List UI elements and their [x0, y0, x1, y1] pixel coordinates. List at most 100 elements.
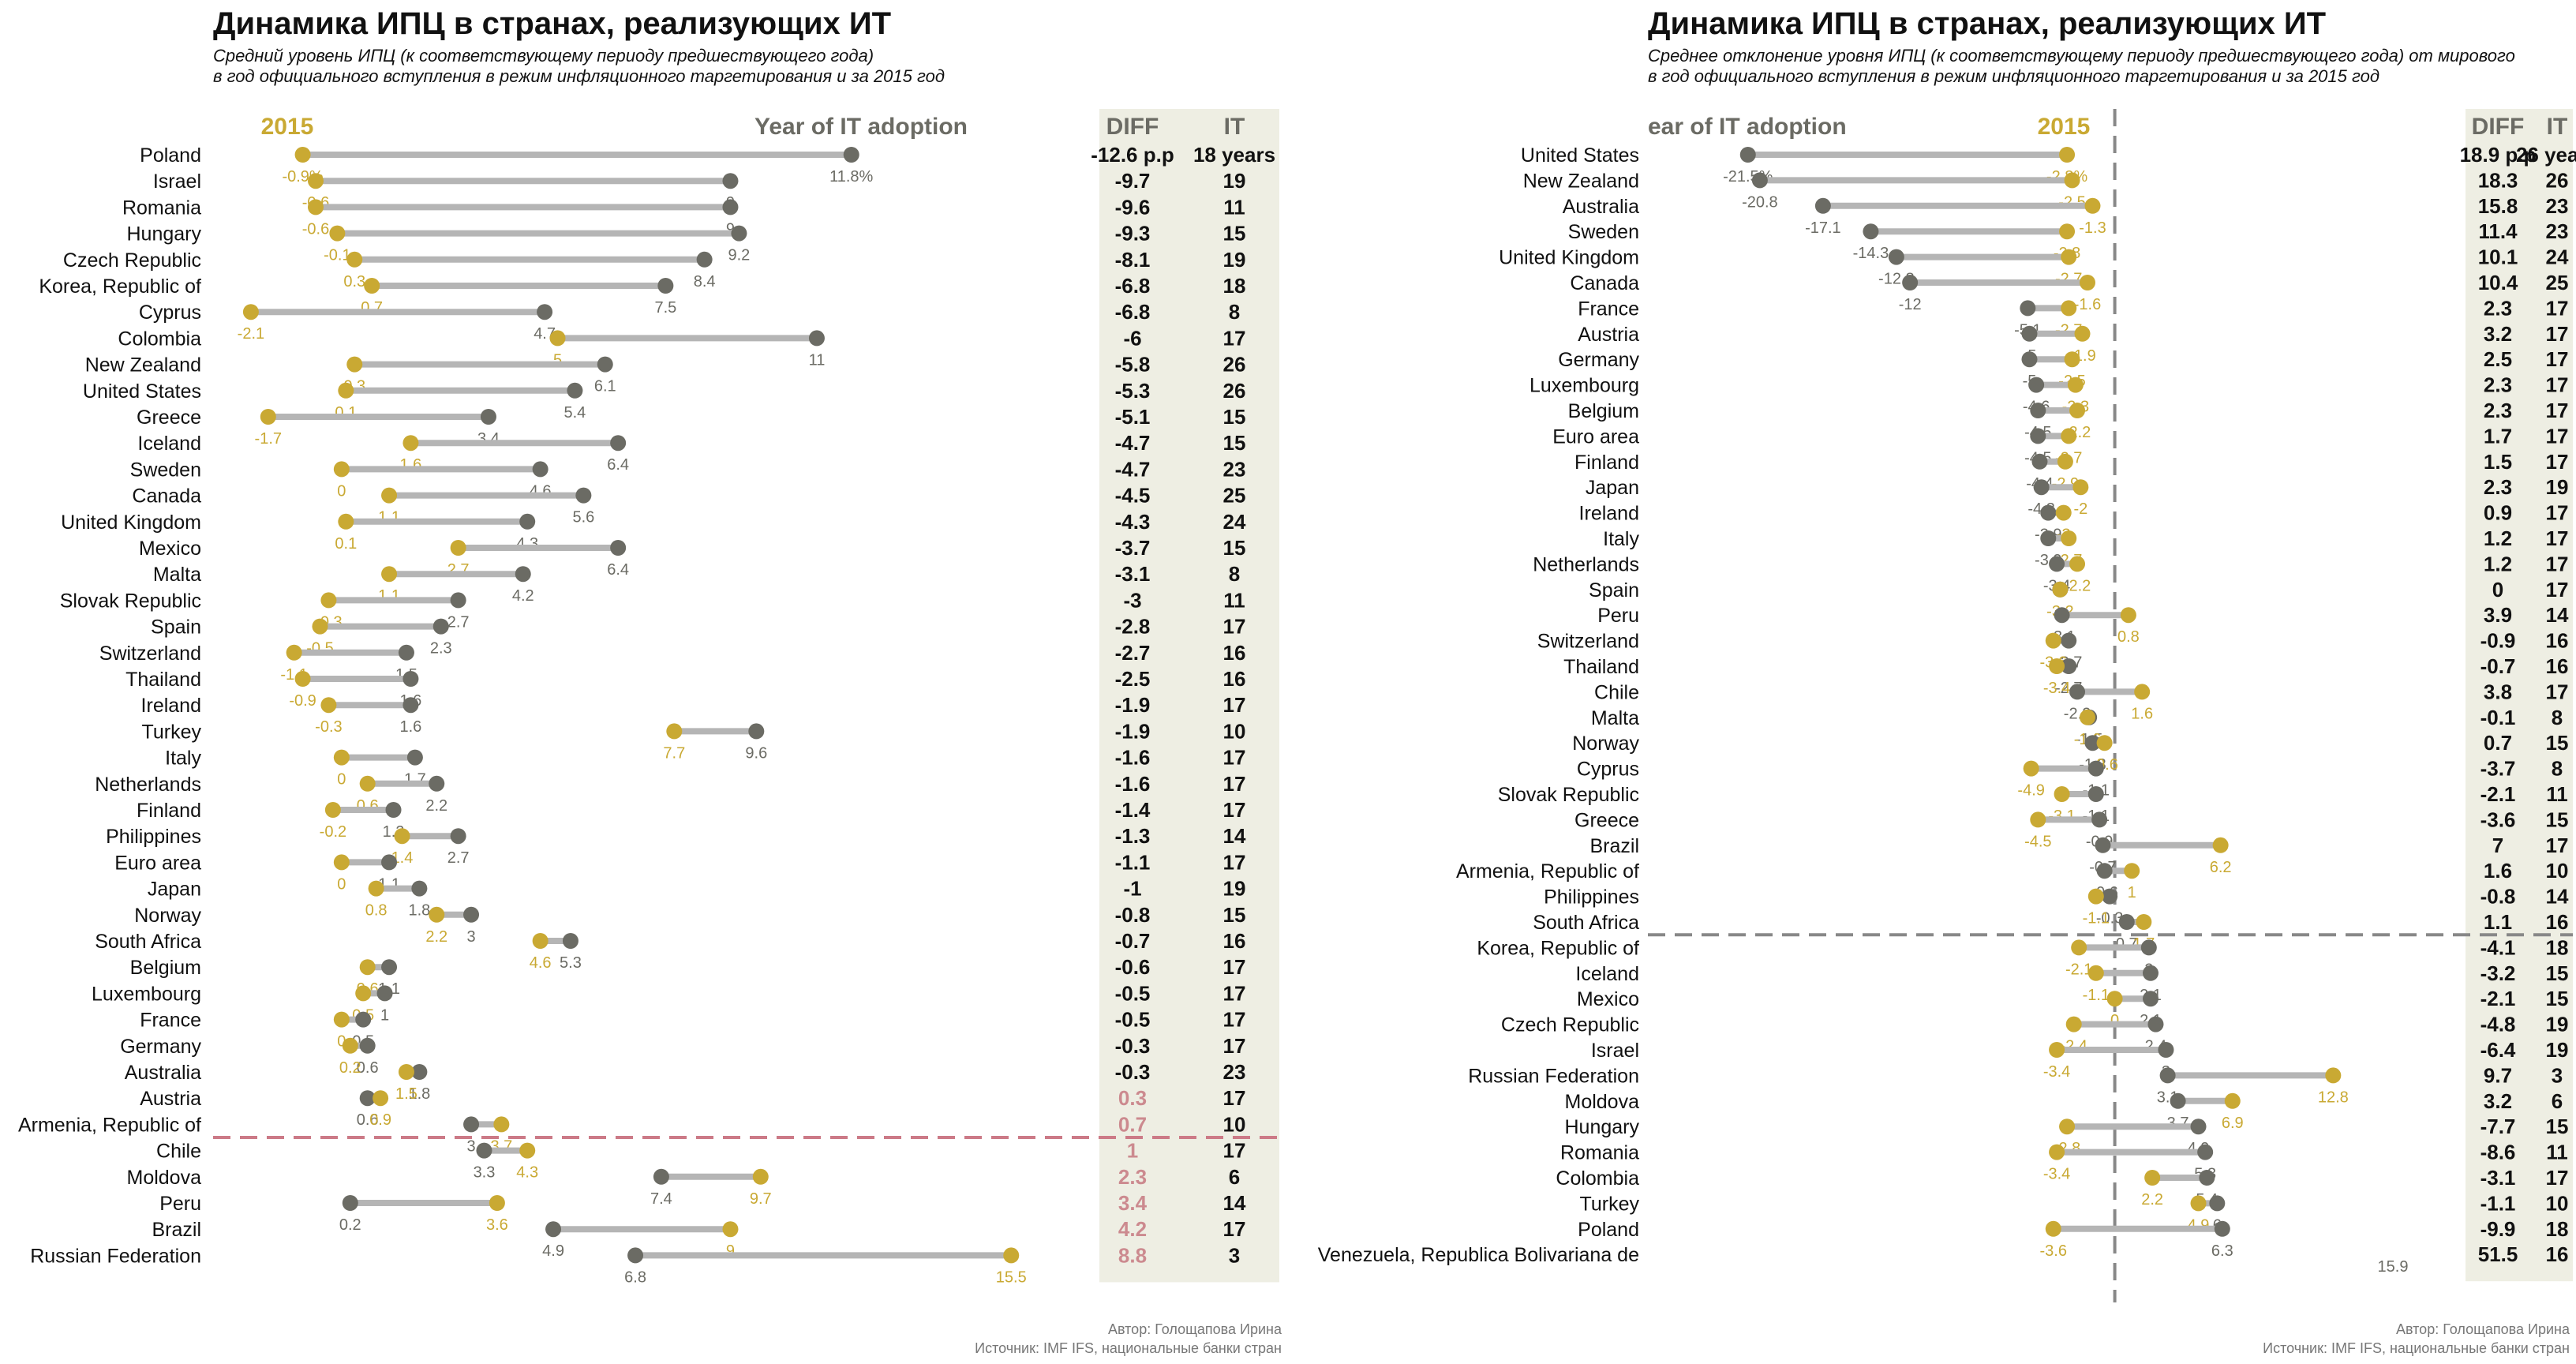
- it-years-value: 15: [1223, 431, 1246, 455]
- country-label: Turkey: [1580, 1193, 1640, 1215]
- it-year-value-label: 8.4: [694, 273, 716, 290]
- country-label: Israel: [153, 170, 201, 193]
- diff-value: 0: [2492, 578, 2503, 601]
- it-year-point: [2199, 1170, 2215, 1186]
- country-label: Canada: [1570, 272, 1639, 294]
- value-2015-label: -2.1: [2065, 961, 2092, 978]
- country-label: Korea, Republic of: [39, 275, 201, 298]
- point-2015: [398, 1064, 414, 1080]
- right-chart-panel: Динамика ИПЦ в странах, реализующих ИТ С…: [1288, 0, 2576, 1364]
- point-2015: [2054, 786, 2070, 802]
- point-2015: [2059, 223, 2076, 240]
- value-2015-label: 0: [2110, 1012, 2119, 1029]
- it-year-point: [2061, 632, 2077, 649]
- point-2015: [2144, 1170, 2161, 1186]
- country-label: Hungary: [1565, 1116, 1640, 1138]
- diff-value: 1: [1127, 1139, 1138, 1163]
- dumbbell-chart-left: 2015 Year of IT adoption DIFF IT Poland 11.8%…: [18, 109, 1285, 1286]
- point-2015: [308, 199, 324, 215]
- footer-author: Автор: Голощапова Ирина: [1107, 1321, 1282, 1337]
- value-2015-label: 1.5: [395, 1085, 417, 1103]
- point-2015: [294, 147, 311, 163]
- it-year-point: [2102, 888, 2118, 905]
- diff-value: 10.4: [2478, 271, 2518, 294]
- it-year-point: [1902, 275, 1919, 290]
- point-2015: [364, 278, 380, 294]
- it-year-value-label: 4.2: [512, 587, 534, 605]
- it-years-value: 8: [1229, 562, 1240, 586]
- it-year-point: [515, 566, 531, 583]
- it-year-point: [342, 1195, 358, 1211]
- it-year-point: [2170, 1092, 2186, 1109]
- it-years-value: 24: [2546, 245, 2569, 269]
- value-2015-label: 12.8: [2318, 1089, 2349, 1106]
- it-year-value-label: 6.8: [624, 1268, 646, 1286]
- country-label: Netherlands: [95, 774, 201, 796]
- it-years-value: 17: [2546, 680, 2569, 703]
- it-year-value-label: -12: [1899, 296, 1922, 313]
- point-2015: [519, 1142, 536, 1159]
- point-2015: [338, 382, 354, 399]
- diff-value: 51.5: [2478, 1242, 2518, 1266]
- it-year-point: [2028, 377, 2045, 393]
- it-year-point: [1739, 147, 1756, 163]
- country-label: Armenia, Republic of: [1456, 860, 1639, 882]
- it-years-value: 17: [2546, 450, 2569, 474]
- it-years-value: 15: [1223, 903, 1246, 927]
- diff-value: 3.2: [2484, 1089, 2512, 1113]
- point-2015: [2084, 197, 2101, 214]
- point-2015: [2136, 914, 2152, 930]
- diff-value: -7.7: [2481, 1115, 2516, 1138]
- it-year-value-label: 5.4: [564, 404, 586, 422]
- point-2015: [2064, 172, 2080, 189]
- point-2015: [2052, 581, 2069, 598]
- diff-value: 2.3: [2484, 399, 2512, 422]
- diff-value: 2.3: [2484, 296, 2512, 320]
- country-label: United Kingdom: [61, 512, 201, 534]
- point-2015: [2045, 632, 2061, 649]
- it-year-point: [376, 985, 393, 1002]
- country-label: New Zealand: [85, 354, 201, 377]
- it-years-value: 15: [2546, 731, 2569, 755]
- it-years-value: 17: [1223, 693, 1246, 717]
- country-label: France: [1578, 298, 1639, 320]
- value-2015-label: 0: [337, 482, 346, 500]
- diff-value: -4.3: [1115, 510, 1151, 534]
- it-year-point: [406, 749, 423, 766]
- it-years-value: 17: [1223, 1139, 1246, 1163]
- point-2015: [338, 513, 354, 530]
- point-2015: [429, 906, 445, 923]
- point-2015: [2067, 377, 2084, 393]
- it-year-point: [2140, 939, 2157, 956]
- country-label: Peru: [1597, 605, 1639, 627]
- diff-value: -2.5: [1115, 667, 1151, 691]
- country-label: Colombia: [118, 328, 201, 350]
- country-label: France: [140, 1010, 201, 1032]
- value-2015-label: 0.1: [335, 535, 357, 553]
- country-label: Malta: [1591, 707, 1639, 729]
- it-years-value: 15: [2546, 808, 2569, 831]
- point-2015: [333, 1011, 350, 1028]
- it-year-value-label: 0.2: [339, 1216, 361, 1234]
- it-year-point: [2095, 837, 2111, 853]
- diff-value: 1.6: [2484, 859, 2512, 882]
- chart-title: Динамика ИПЦ в странах, реализующих ИТ: [213, 6, 892, 41]
- diff-value: 2.5: [2484, 347, 2512, 371]
- it-year-value-label: 1.8: [408, 902, 430, 920]
- it-year-point: [545, 1221, 562, 1238]
- country-label: Germany: [1558, 349, 1639, 371]
- diff-value: 4.2: [1118, 1217, 1147, 1241]
- it-years-value: 3: [2552, 1063, 2563, 1087]
- it-years-value: 8: [1229, 300, 1240, 324]
- point-2015: [489, 1195, 505, 1211]
- diff-value: 1.2: [2484, 552, 2512, 575]
- diff-value: -0.6: [1115, 955, 1151, 979]
- it-years-value: 17: [1223, 1008, 1246, 1032]
- country-label: South Africa: [95, 931, 201, 953]
- diff-value: 2.3: [1118, 1165, 1147, 1189]
- it-years-value: 17: [1223, 981, 1246, 1005]
- value-2015-label: 0: [337, 771, 346, 789]
- it-years-value: 17: [1223, 772, 1246, 796]
- it-column-header: IT: [2547, 114, 2568, 140]
- it-year-value-label: 5.3: [560, 954, 582, 972]
